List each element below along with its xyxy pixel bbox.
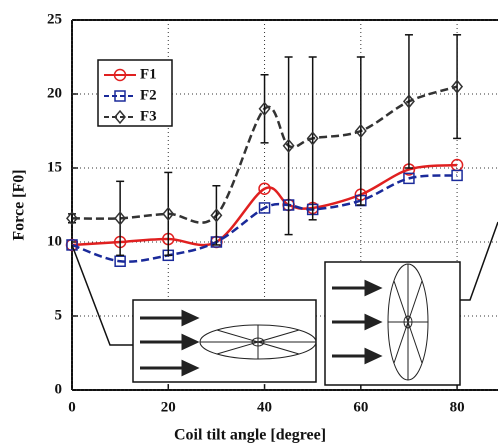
- y-tick-label: 10: [47, 233, 62, 249]
- marker: [258, 101, 271, 116]
- x-tick-label: 0: [68, 399, 76, 415]
- x-tick-label: 80: [450, 399, 465, 415]
- error-bar: [404, 34, 413, 169]
- marker: [258, 182, 271, 195]
- error-bar: [453, 34, 462, 140]
- legend-marker: [113, 68, 127, 82]
- marker: [354, 123, 367, 139]
- marker: [282, 138, 295, 153]
- marker: [258, 202, 271, 214]
- y-tick-label: 5: [55, 307, 63, 323]
- y-tick-label: 20: [47, 85, 62, 101]
- legend-label: F2: [140, 87, 157, 103]
- marker: [403, 172, 415, 185]
- x-tick-label: 40: [257, 399, 272, 415]
- legend-box: [97, 59, 173, 127]
- error-bar: [260, 74, 269, 144]
- error-bar: [68, 213, 76, 224]
- marker: [306, 131, 319, 146]
- marker: [210, 208, 223, 223]
- legend-label: F3: [140, 108, 157, 124]
- inset-vertical-coil: [324, 221, 498, 386]
- y-tick-label: 15: [47, 159, 62, 175]
- marker: [114, 211, 127, 226]
- error-bar: [212, 185, 221, 246]
- legend-marker: [114, 109, 126, 125]
- legend-label: F1: [140, 66, 157, 82]
- error-bar: [164, 171, 173, 257]
- marker: [451, 79, 464, 94]
- marker: [66, 211, 78, 226]
- error-bar: [356, 56, 365, 206]
- legend-marker: [114, 90, 126, 102]
- x-axis-label: Coil tilt angle [degree]: [174, 427, 326, 444]
- error-bar: [116, 180, 125, 257]
- inset-horizontal-coil: [71, 244, 317, 383]
- marker: [402, 94, 415, 109]
- series-line: [71, 174, 458, 263]
- error-bar: [284, 56, 293, 236]
- y-tick-label: 0: [55, 381, 63, 397]
- marker: [451, 169, 463, 182]
- y-axis-label: Force [F0]: [11, 169, 28, 240]
- marker: [66, 239, 78, 251]
- y-tick-label: 25: [47, 11, 62, 27]
- series-line: [71, 163, 458, 247]
- x-tick-label: 60: [353, 399, 368, 415]
- marker: [114, 255, 126, 267]
- series-line: [71, 85, 458, 224]
- marker: [162, 206, 175, 222]
- x-tick-label: 20: [161, 399, 176, 415]
- error-bar: [308, 56, 317, 221]
